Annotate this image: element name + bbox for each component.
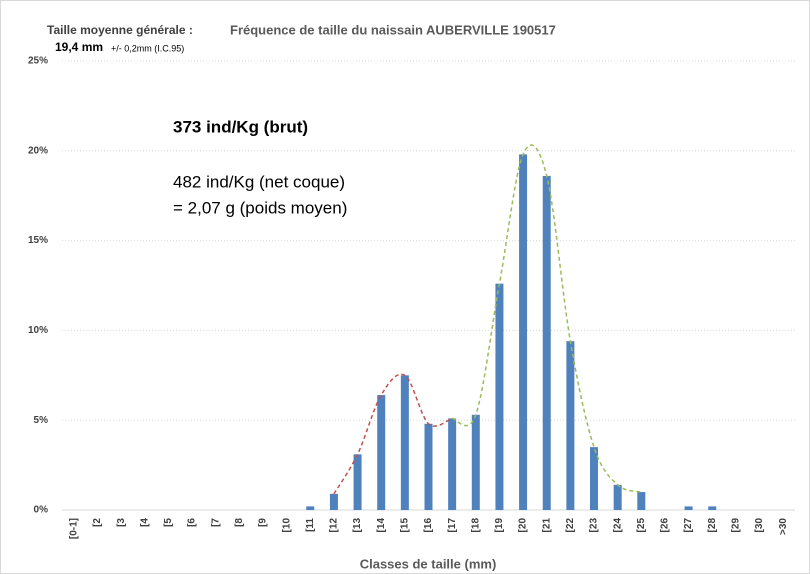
x-tick-label: [23 bbox=[589, 518, 600, 533]
fit-curve bbox=[451, 144, 642, 493]
bar bbox=[400, 375, 409, 510]
x-tick-label: [15 bbox=[399, 518, 410, 533]
x-tick-label: [30 bbox=[754, 518, 765, 533]
chart-title: Fréquence de taille du naissain AUBERVIL… bbox=[230, 22, 556, 37]
bar bbox=[542, 175, 551, 510]
x-tick-label: [27 bbox=[683, 518, 694, 533]
y-tick-label: 25% bbox=[28, 56, 48, 67]
bar bbox=[566, 341, 575, 510]
x-tick-label: [10 bbox=[281, 518, 292, 533]
bar bbox=[353, 454, 362, 510]
x-tick-label: [25 bbox=[636, 518, 647, 533]
y-tick-label: 10% bbox=[28, 325, 48, 336]
x-tick-label: [16 bbox=[423, 518, 434, 533]
y-tick-label: 15% bbox=[28, 235, 48, 246]
x-tick-label: [4 bbox=[139, 518, 150, 527]
x-tick-label: [18 bbox=[470, 518, 481, 533]
x-tick-label: [0-1] bbox=[68, 518, 79, 539]
bar bbox=[495, 283, 504, 510]
raw-count: 373 ind/Kg (brut) bbox=[173, 117, 308, 136]
fit-curve bbox=[333, 373, 453, 495]
x-tick-label: [17 bbox=[447, 518, 458, 533]
x-tick-label: [2 bbox=[92, 518, 103, 527]
x-tick-label: [28 bbox=[707, 518, 718, 533]
x-tick-label: [29 bbox=[731, 518, 742, 533]
mean-label: Taille moyenne générale : bbox=[47, 23, 193, 37]
bar bbox=[684, 506, 693, 510]
x-tick-label: [24 bbox=[612, 518, 623, 533]
bar bbox=[448, 418, 457, 510]
x-tick-label: >30 bbox=[778, 518, 789, 535]
x-tick-label: [3 bbox=[116, 518, 127, 527]
bar bbox=[590, 447, 599, 510]
x-tick-label: [8 bbox=[234, 518, 245, 527]
bar bbox=[424, 423, 433, 510]
bar bbox=[329, 493, 338, 510]
x-tick-label: [20 bbox=[518, 518, 529, 533]
x-tick-label: [22 bbox=[565, 518, 576, 533]
y-tick-label: 0% bbox=[34, 505, 49, 516]
bar bbox=[613, 484, 622, 510]
x-tick-label: [7 bbox=[210, 518, 221, 527]
net-count: 482 ind/Kg (net coque) bbox=[173, 172, 345, 191]
x-tick-label: [12 bbox=[329, 518, 340, 533]
x-tick-label: [21 bbox=[541, 518, 552, 533]
bar bbox=[519, 154, 528, 510]
bar bbox=[377, 395, 386, 510]
x-tick-label: [13 bbox=[352, 518, 363, 533]
x-tick-label: [26 bbox=[660, 518, 671, 533]
x-tick-label: [14 bbox=[376, 518, 387, 533]
mean-weight: = 2,07 g (poids moyen) bbox=[173, 198, 347, 217]
x-tick-label: [11 bbox=[305, 518, 316, 532]
mean-ci: +/- 0,2mm (I.C.95) bbox=[111, 43, 184, 53]
bar bbox=[637, 492, 646, 510]
y-tick-label: 20% bbox=[28, 145, 48, 156]
bar bbox=[471, 414, 480, 510]
x-tick-label: [5 bbox=[163, 518, 174, 527]
x-tick-label: [9 bbox=[258, 518, 269, 527]
x-axis-label: Classes de taille (mm) bbox=[360, 556, 497, 571]
bar bbox=[306, 506, 315, 510]
x-tick-label: [6 bbox=[187, 518, 198, 527]
bar bbox=[708, 506, 717, 510]
mean-value: 19,4 mm bbox=[55, 40, 103, 54]
x-tick-label: [19 bbox=[494, 518, 505, 533]
y-tick-label: 5% bbox=[34, 415, 49, 426]
